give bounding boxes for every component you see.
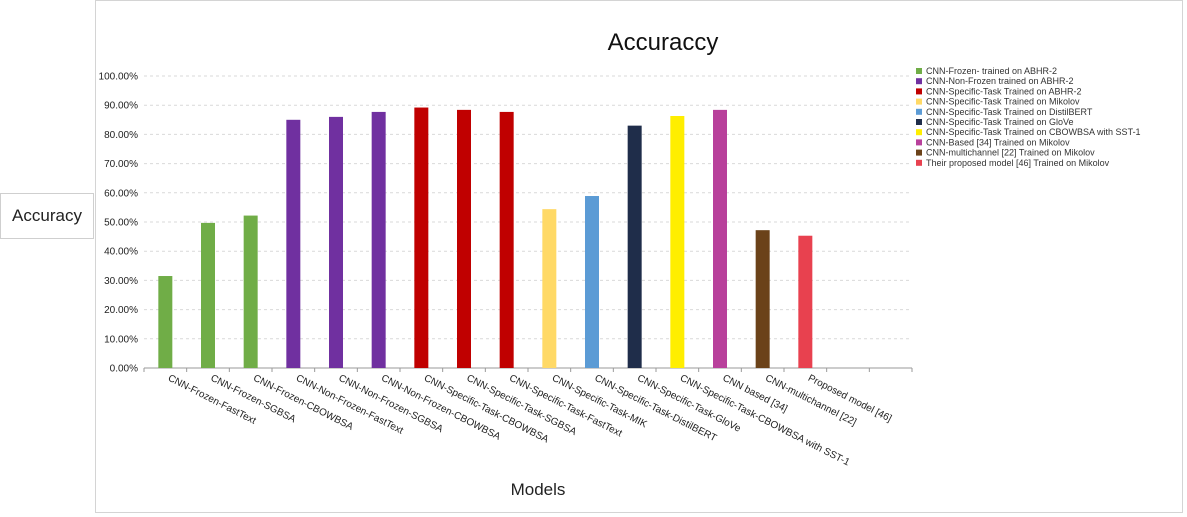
legend-swatch [916, 78, 922, 85]
y-tick-label: 30.00% [104, 276, 138, 287]
bar [158, 276, 173, 368]
bar [414, 107, 429, 368]
bar [457, 109, 471, 368]
bar [371, 111, 386, 368]
bar [243, 215, 258, 368]
legend-swatch [916, 68, 922, 74]
legend-label: CNN-Specific-Task Trained on ABHR-2 [926, 86, 1082, 96]
bar [585, 196, 599, 368]
bar [286, 119, 301, 368]
x-tick-labels: CNN-Frozen-FastTextCNN-Frozen-SGBSACNN-F… [166, 373, 893, 469]
legend-label: CNN-Specific-Task Trained on DistilBERT [926, 107, 1093, 117]
y-tick-labels: 0.00% 10.00% 20.00% 30.00% 40.00% 50.00% 60.00… [99, 72, 139, 375]
bar [627, 125, 642, 368]
legend-swatch [916, 139, 922, 146]
legend-label: CNN-Non-Frozen trained on ABHR-2 [926, 76, 1074, 86]
bar [542, 209, 557, 368]
y-tick-label: 80.00% [104, 130, 138, 141]
legend: CNN-Frozen- trained on ABHR-2CNN-Non-Fro… [916, 66, 1141, 168]
y-axis-title-box: Accuracy [0, 193, 94, 239]
y-tick-label: 20.00% [104, 305, 138, 316]
legend-label: Their proposed model [46] Trained on Mik… [926, 158, 1110, 168]
y-axis-title: Accuracy [12, 206, 82, 225]
y-tick-label: 40.00% [104, 247, 138, 258]
x-axis-title: Models [511, 480, 566, 499]
legend-label: CNN-Specific-Task Trained on GloVe [926, 117, 1074, 127]
gridlines [143, 75, 913, 372]
legend-label: CNN-Specific-Task Trained on Mikolov [926, 97, 1080, 107]
bar [755, 230, 770, 368]
legend-swatch [916, 98, 922, 105]
legend-label: CNN-Based [34] Trained on Mikolov [926, 137, 1070, 147]
legend-label: CNN-Frozen- trained on ABHR-2 [926, 66, 1057, 76]
legend-swatch [916, 149, 922, 156]
y-tick-label: 90.00% [104, 101, 138, 112]
bar [670, 116, 685, 368]
y-tick-label: 70.00% [104, 159, 138, 170]
chart-title: Accuraccy [608, 29, 719, 56]
legend-swatch [916, 108, 922, 115]
legend-label: CNN-multichannel [22] Trained on Mikolov [926, 148, 1095, 158]
bar [713, 109, 727, 368]
y-tick-label: 0.00% [110, 364, 138, 375]
bar [329, 116, 343, 368]
legend-swatch [916, 129, 922, 136]
y-tick-label: 10.00% [104, 334, 138, 345]
legend-label: CNN-Specific-Task Trained on CBOWBSA wit… [926, 127, 1141, 137]
bar [499, 111, 514, 368]
y-tick-label: 60.00% [104, 188, 138, 199]
legend-swatch [916, 119, 922, 125]
legend-swatch [916, 88, 922, 95]
legend-swatch [916, 159, 922, 166]
bar [201, 222, 215, 368]
y-tick-label: 100.00% [99, 72, 139, 83]
bars [158, 107, 813, 368]
bar [798, 235, 813, 368]
y-tick-label: 50.00% [104, 218, 138, 229]
